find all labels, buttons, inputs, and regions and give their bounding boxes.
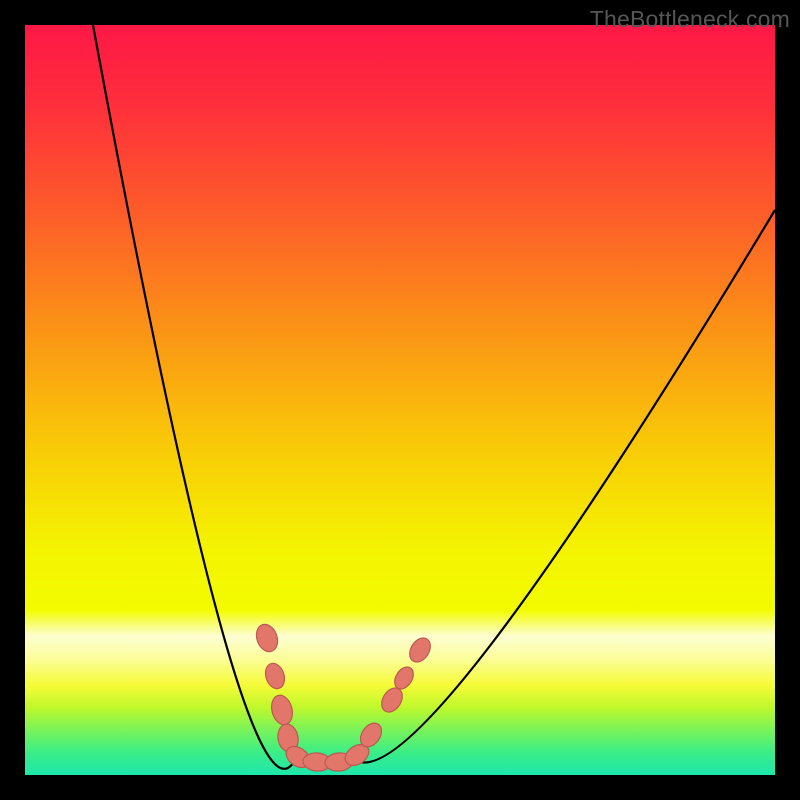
watermark-text: TheBottleneck.com <box>590 6 790 33</box>
chart-frame: TheBottleneck.com <box>0 0 800 800</box>
bottleneck-chart-svg <box>0 0 800 800</box>
